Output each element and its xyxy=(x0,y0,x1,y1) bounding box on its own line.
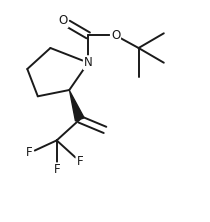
Text: O: O xyxy=(58,14,68,27)
Text: N: N xyxy=(84,56,93,69)
Text: F: F xyxy=(53,163,60,176)
Polygon shape xyxy=(70,91,84,121)
Text: O: O xyxy=(111,29,120,42)
Text: F: F xyxy=(76,155,83,168)
Text: F: F xyxy=(26,147,33,159)
